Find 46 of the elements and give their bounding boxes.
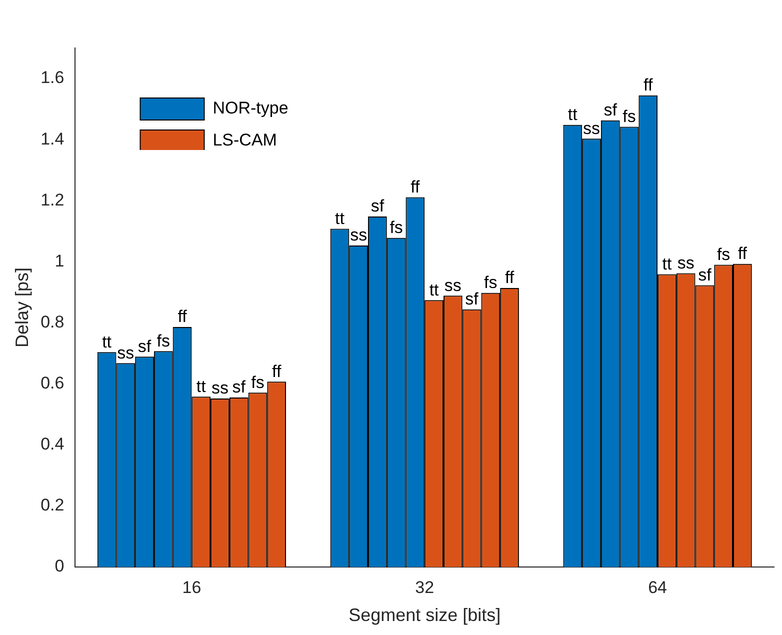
y-tick-label: 0.8 xyxy=(40,312,64,332)
y-tick-label: 0 xyxy=(54,556,64,576)
y-tick-label: 1.4 xyxy=(40,129,64,148)
data-label: ss xyxy=(583,118,600,138)
data-label: fs xyxy=(622,106,636,126)
legend-label: LS-CAM xyxy=(212,130,277,150)
data-label: ff xyxy=(272,362,282,381)
y-tick-label: 0.4 xyxy=(40,434,64,454)
data-label: fs xyxy=(390,218,403,238)
data-label: fs xyxy=(716,244,730,264)
data-label: ff xyxy=(178,307,188,326)
data-label: sf xyxy=(465,290,479,309)
x-tick-label: 32 xyxy=(415,578,434,597)
y-tick-label: 0.6 xyxy=(40,374,64,393)
data-label: fs xyxy=(484,273,498,292)
data-label: tt xyxy=(662,254,672,274)
y-tick-label: 0.2 xyxy=(40,496,64,515)
data-label: tt xyxy=(568,105,578,124)
data-label: tt xyxy=(196,376,206,396)
data-label: tt xyxy=(429,280,440,300)
data-label: sf xyxy=(232,378,246,397)
data-label: sf xyxy=(138,336,152,356)
y-tick-label: 1 xyxy=(54,251,64,270)
data-label: fs xyxy=(156,331,170,350)
data-label: fs xyxy=(251,372,264,392)
data-label: ss xyxy=(350,226,368,245)
data-label: ff xyxy=(738,244,748,264)
x-tick-label: 64 xyxy=(648,578,667,597)
data-label: ss xyxy=(444,276,462,295)
y-axis-title: Delay [ps] xyxy=(12,267,32,348)
data-label: tt xyxy=(334,208,345,228)
x-axis-title: Segment size [bits] xyxy=(348,605,501,626)
data-label: ff xyxy=(644,76,653,95)
data-label: sf xyxy=(370,196,384,216)
data-label: ss xyxy=(211,378,228,398)
legend-label: NOR-type xyxy=(212,98,288,118)
data-label: sf xyxy=(698,265,712,284)
data-label: ff xyxy=(410,177,420,196)
data-label: ss xyxy=(677,253,694,272)
y-tick-label: 1.2 xyxy=(40,190,64,210)
data-label: ss xyxy=(117,343,134,362)
y-tick-label: 1.6 xyxy=(40,68,64,88)
data-label: tt xyxy=(102,332,112,352)
data-label: sf xyxy=(604,100,618,120)
data-label: ff xyxy=(504,268,514,288)
x-tick-label: 16 xyxy=(182,578,202,597)
